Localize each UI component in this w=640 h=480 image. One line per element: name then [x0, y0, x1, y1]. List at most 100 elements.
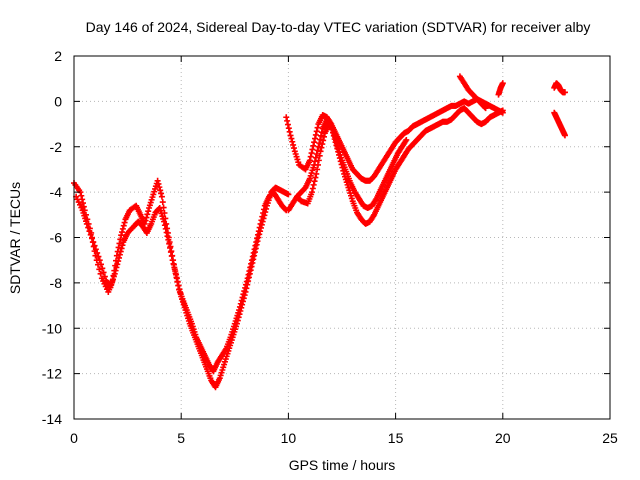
- data-point-marker: [317, 132, 324, 139]
- x-tick-label: 25: [602, 430, 618, 446]
- data-point-marker: [310, 142, 317, 149]
- data-series: [551, 80, 568, 96]
- data-point-marker: [331, 131, 338, 138]
- data-point-marker: [91, 242, 98, 249]
- y-tick-label: -4: [50, 184, 63, 200]
- axis-ticks: 0 5 10 15 20 25 -14 -12 -10 -8 -6 -4 -2 0 2: [42, 48, 618, 446]
- data-point-marker: [250, 256, 257, 263]
- data-point-marker: [311, 139, 318, 146]
- data-point-marker: [155, 180, 162, 187]
- data-point-marker: [317, 136, 324, 143]
- data-point-marker: [118, 232, 125, 239]
- data-point-marker: [85, 224, 92, 231]
- data-point-marker: [310, 181, 317, 188]
- data-point-marker: [403, 136, 410, 143]
- data-point-marker: [284, 121, 291, 128]
- data-point-marker: [234, 317, 241, 324]
- data-point-marker: [308, 189, 315, 196]
- data-point-marker: [318, 129, 325, 136]
- data-point-marker: [312, 174, 319, 181]
- data-point-marker: [142, 217, 149, 224]
- data-series: [551, 109, 568, 139]
- data-point-marker: [251, 252, 258, 259]
- data-point-marker: [239, 298, 246, 305]
- data-point-marker: [313, 170, 320, 177]
- data-point-marker: [290, 141, 297, 148]
- data-point-marker: [235, 314, 242, 321]
- data-point-marker: [161, 222, 168, 229]
- data-point-marker: [245, 274, 252, 281]
- data-point-marker: [314, 161, 321, 168]
- data-point-marker: [286, 128, 293, 135]
- data-point-marker: [166, 240, 173, 247]
- data-point-marker: [158, 190, 165, 197]
- chart-title: Day 146 of 2024, Sidereal Day-to-day VTE…: [86, 19, 591, 35]
- data-point-marker: [169, 257, 176, 264]
- data-point-marker: [114, 261, 121, 268]
- data-point-marker: [117, 248, 124, 255]
- data-point-marker: [94, 249, 101, 256]
- data-point-marker: [115, 244, 122, 251]
- data-point-marker: [561, 89, 568, 96]
- data-point-marker: [175, 282, 182, 289]
- data-point-marker: [119, 229, 126, 236]
- data-point-marker: [316, 152, 323, 159]
- data-point-marker: [284, 117, 291, 124]
- grid-lines: [74, 56, 610, 419]
- data-point-marker: [481, 104, 488, 111]
- y-tick-label: 2: [54, 48, 62, 64]
- data-point-marker: [312, 131, 319, 138]
- data-point-marker: [86, 228, 93, 235]
- data-point-marker: [83, 220, 90, 227]
- data-point-marker: [116, 251, 123, 258]
- data-point-marker: [311, 135, 318, 142]
- data-point-marker: [315, 157, 322, 164]
- data-point-marker: [238, 304, 245, 311]
- data-point-marker: [253, 241, 260, 248]
- data-point-marker: [95, 253, 102, 260]
- data-point-marker: [173, 275, 180, 282]
- y-tick-label: 0: [54, 93, 62, 109]
- data-point-marker: [156, 184, 163, 191]
- data-point-marker: [330, 127, 337, 134]
- data-point-marker: [237, 308, 244, 315]
- data-point-marker: [112, 267, 119, 274]
- data-point-marker: [332, 137, 339, 144]
- data-point-marker: [285, 125, 292, 132]
- data-point-marker: [145, 208, 152, 215]
- data-point-marker: [165, 236, 172, 243]
- x-tick-label: 5: [177, 430, 185, 446]
- data-point-marker: [96, 266, 103, 273]
- data-point-marker: [309, 185, 316, 192]
- data-point-marker: [158, 193, 165, 200]
- data-point-marker: [333, 140, 340, 147]
- data-point-marker: [313, 151, 320, 158]
- data-series: [456, 73, 489, 112]
- data-point-marker: [285, 191, 292, 198]
- data-series: [495, 80, 506, 98]
- data-point-marker: [247, 267, 254, 274]
- data-point-marker: [246, 270, 253, 277]
- data-point-marker: [258, 221, 265, 228]
- data-point-marker: [287, 132, 294, 139]
- x-tick-label: 15: [388, 430, 404, 446]
- data-point-marker: [116, 254, 123, 261]
- data-point-marker: [163, 229, 170, 236]
- data-point-marker: [315, 143, 322, 150]
- data-point-marker: [168, 253, 175, 260]
- data-point-marker: [257, 228, 264, 235]
- data-point-marker: [482, 105, 489, 112]
- data-point-marker: [249, 259, 256, 266]
- data-point-marker: [167, 244, 174, 251]
- data-point-marker: [119, 242, 126, 249]
- data-point-marker: [255, 234, 262, 241]
- data-point-marker: [162, 225, 169, 232]
- data-point-marker: [159, 199, 166, 206]
- data-point-marker: [314, 124, 321, 131]
- data-point-marker: [499, 80, 506, 87]
- data-point-marker: [164, 233, 171, 240]
- data-point-marker: [78, 192, 85, 199]
- data-point-marker: [113, 264, 120, 271]
- data-point-marker: [161, 218, 168, 225]
- data-point-marker: [311, 178, 318, 185]
